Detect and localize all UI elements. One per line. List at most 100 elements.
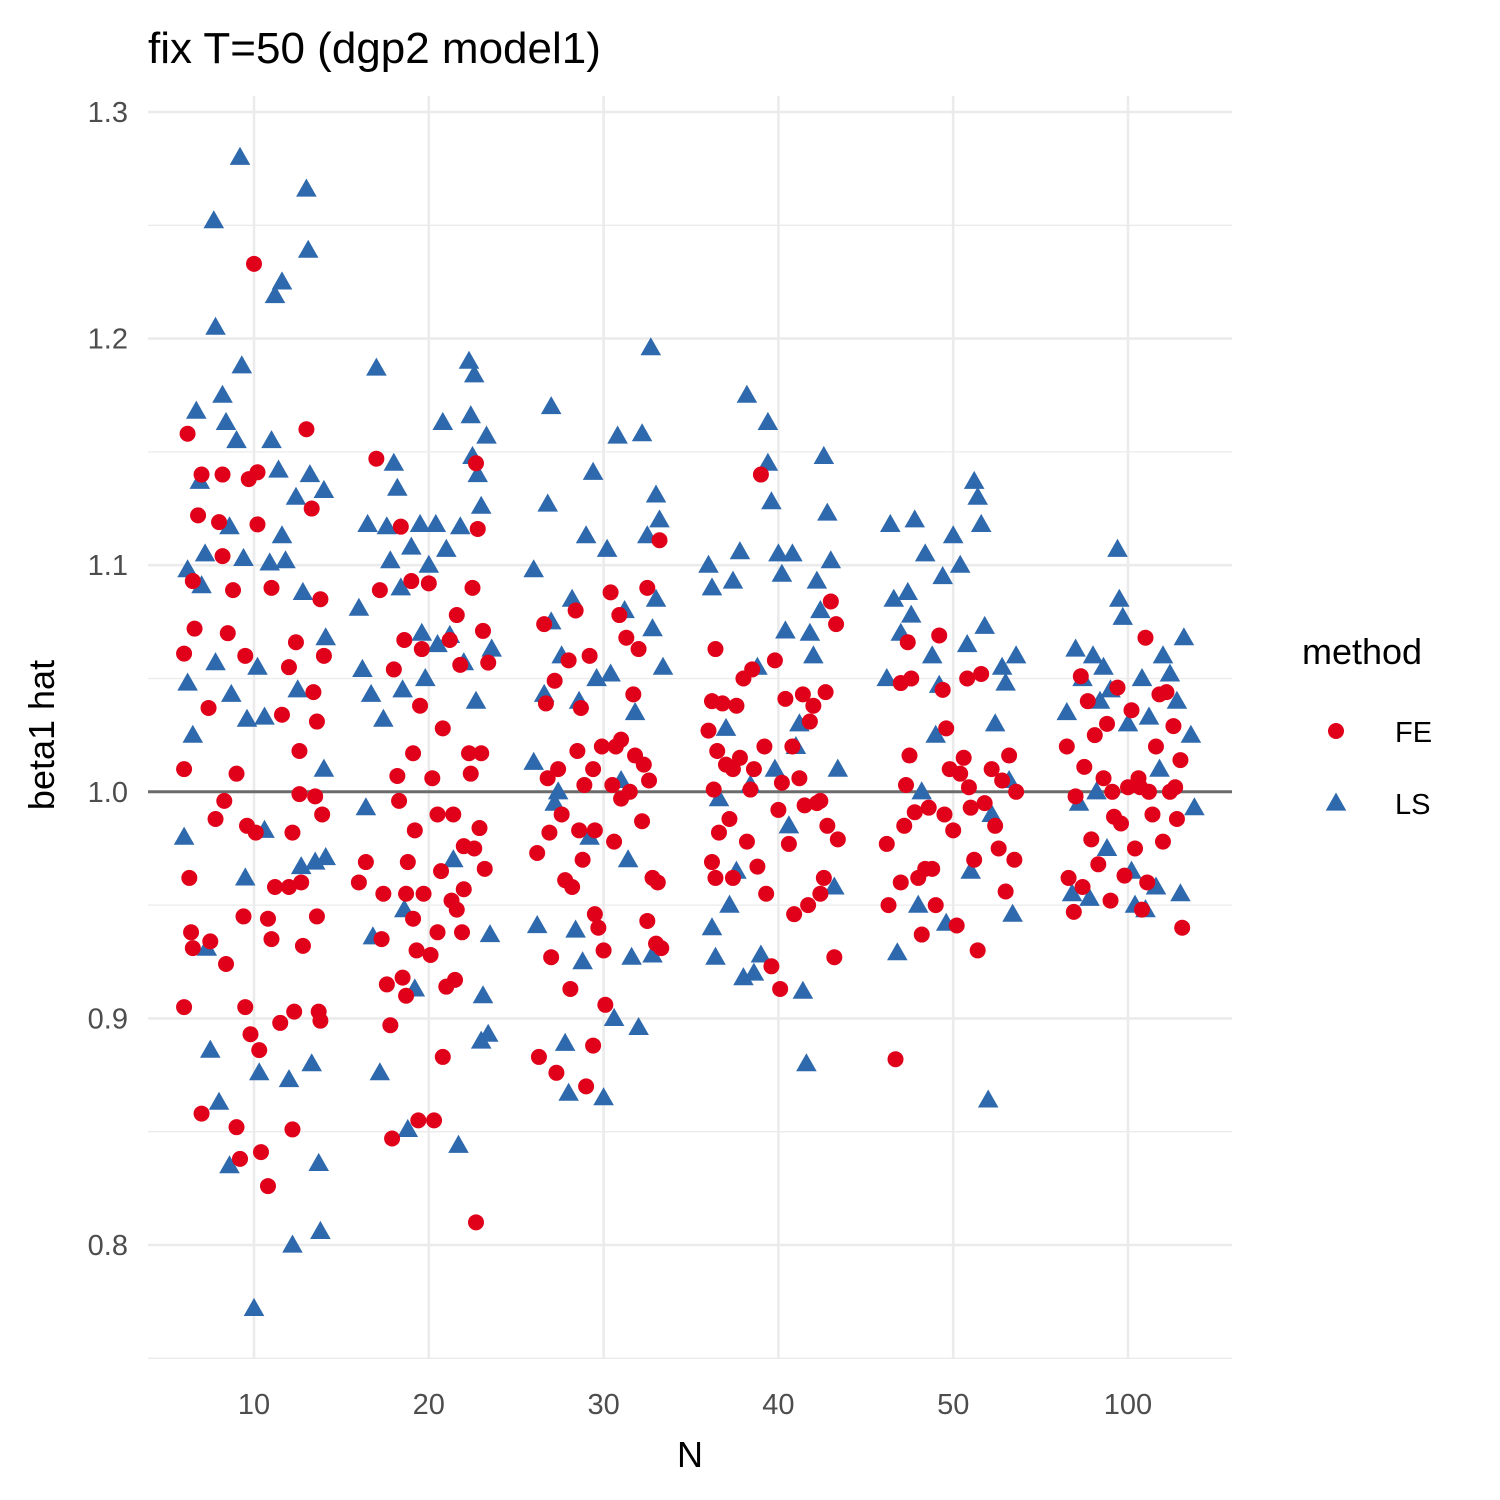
ls-point xyxy=(355,797,377,816)
ls-point xyxy=(292,581,314,600)
ls-point xyxy=(249,1062,270,1081)
fe-point xyxy=(812,792,829,809)
ls-point xyxy=(617,849,639,868)
y-axis-title: beta1 hat xyxy=(21,660,62,810)
ls-point xyxy=(540,396,562,415)
fe-point xyxy=(805,697,822,714)
ls-point xyxy=(308,1152,329,1171)
fe-point xyxy=(1086,727,1103,744)
ls-point xyxy=(392,679,413,698)
ls-point xyxy=(1138,706,1160,725)
fe-point xyxy=(263,931,280,948)
ls-point xyxy=(229,146,251,165)
fe-point xyxy=(651,532,668,549)
fe-point xyxy=(176,999,193,1016)
fe-point xyxy=(578,1078,595,1095)
fe-point xyxy=(247,824,264,841)
ls-point xyxy=(652,656,674,675)
ls-point xyxy=(236,708,258,727)
ls-point xyxy=(904,509,925,528)
fe-point xyxy=(467,1214,484,1231)
ls-point xyxy=(645,484,667,503)
ls-point xyxy=(310,1220,331,1239)
ls-point xyxy=(299,464,321,483)
fe-point xyxy=(707,641,724,658)
fe-point xyxy=(1144,806,1161,823)
fe-point xyxy=(294,937,311,954)
fe-point xyxy=(707,869,724,886)
ls-point xyxy=(768,543,789,562)
fe-point xyxy=(945,822,962,839)
fe-point xyxy=(829,831,846,848)
ls-point xyxy=(448,1134,469,1153)
fe-point xyxy=(455,881,472,898)
fe-point xyxy=(368,450,385,467)
fe-point xyxy=(913,926,930,943)
ls-point xyxy=(313,479,335,498)
fe-point xyxy=(216,792,233,809)
ls-point xyxy=(593,1087,614,1106)
fe-point xyxy=(924,860,941,877)
fe-point xyxy=(312,1012,329,1029)
ls-point xyxy=(1056,702,1078,721)
fe-point xyxy=(176,761,193,778)
legend: method FE LS xyxy=(1302,631,1432,821)
ls-point xyxy=(642,944,663,963)
fe-point xyxy=(1065,903,1082,920)
fe-point xyxy=(273,706,290,723)
fe-point xyxy=(445,806,462,823)
fe-point xyxy=(228,1119,245,1136)
ls-point xyxy=(719,894,740,913)
ls-point xyxy=(956,634,978,653)
ls-point xyxy=(750,944,772,963)
ls-point xyxy=(949,554,971,573)
legend-fe-key xyxy=(1328,723,1344,739)
fe-point xyxy=(382,1017,399,1034)
fe-point xyxy=(822,593,839,610)
ls-point xyxy=(887,942,908,961)
fe-point xyxy=(1067,788,1084,805)
fe-point xyxy=(232,1150,249,1167)
fe-point xyxy=(1165,718,1182,735)
ls-point xyxy=(572,951,593,970)
fe-point xyxy=(1133,901,1150,918)
fe-point xyxy=(567,602,584,619)
fe-point xyxy=(237,999,254,1016)
ls-point xyxy=(554,1032,576,1051)
fe-point xyxy=(812,885,829,902)
ls-point xyxy=(901,604,922,623)
ls-point xyxy=(1170,883,1191,902)
fe-point xyxy=(773,774,790,791)
fe-point xyxy=(611,607,628,624)
ls-point xyxy=(1166,690,1188,709)
fe-point xyxy=(936,806,953,823)
ls-point xyxy=(914,543,936,562)
fe-point xyxy=(305,684,322,701)
fe-point xyxy=(1072,668,1089,685)
fe-point xyxy=(562,980,579,997)
fe-point xyxy=(705,781,722,798)
fe-point xyxy=(467,455,484,472)
ls-point xyxy=(1180,724,1202,743)
ls-point xyxy=(476,425,497,444)
fe-point xyxy=(1104,783,1121,800)
fe-point xyxy=(237,647,254,664)
fe-point xyxy=(284,1121,301,1138)
fe-point xyxy=(976,795,993,812)
fe-point xyxy=(1083,831,1100,848)
ls-point xyxy=(268,459,289,478)
ls-point xyxy=(925,724,946,743)
ls-point xyxy=(722,570,744,589)
y-tick-label: 0.9 xyxy=(88,1003,128,1035)
fe-point xyxy=(955,749,972,766)
y-tick-labels: 0.8 0.9 1.0 1.1 1.2 1.3 xyxy=(88,97,128,1262)
ls-point xyxy=(743,962,765,981)
fe-point xyxy=(433,863,450,880)
fe-point xyxy=(179,425,196,442)
fe-point xyxy=(920,799,937,816)
ls-point xyxy=(911,781,932,800)
y-tick-label: 1.3 xyxy=(88,97,128,129)
fe-point xyxy=(280,659,297,676)
ls-point xyxy=(547,781,569,800)
